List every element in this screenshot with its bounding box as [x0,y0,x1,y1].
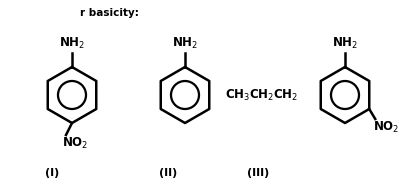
Text: (II): (II) [159,168,177,178]
Text: CH$_3$CH$_2$CH$_2$: CH$_3$CH$_2$CH$_2$ [225,88,298,102]
Text: r basicity:: r basicity: [80,8,139,18]
Text: NO$_2$: NO$_2$ [373,120,400,135]
Text: NH$_2$: NH$_2$ [59,36,85,51]
Text: (I): (I) [45,168,59,178]
Text: NH$_2$: NH$_2$ [332,36,358,51]
Text: NH$_2$: NH$_2$ [172,36,198,51]
Text: (III): (III) [247,168,269,178]
Text: NO$_2$: NO$_2$ [62,136,88,151]
